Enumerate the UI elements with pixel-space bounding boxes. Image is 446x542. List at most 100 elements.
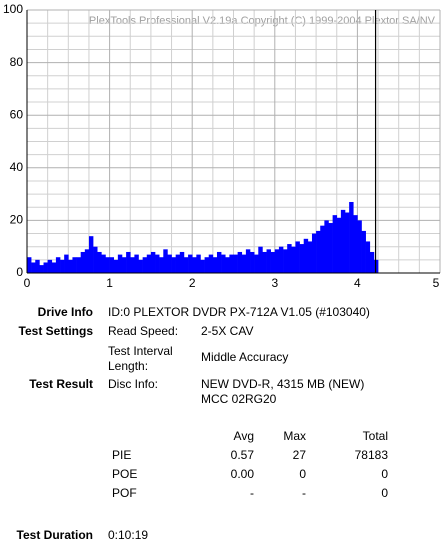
table-cell: 0	[381, 467, 388, 481]
bar	[113, 259, 119, 273]
bar	[274, 249, 280, 273]
table-cell: 0.00	[231, 467, 255, 481]
bar	[134, 254, 139, 273]
value: ID:0 PLEXTOR DVDR PX-712A V1.05 (#103040…	[108, 305, 370, 319]
bar	[163, 249, 168, 273]
bar	[295, 241, 300, 273]
bar	[311, 233, 317, 273]
bar	[126, 251, 131, 273]
bar	[237, 251, 243, 273]
table-cell: 0	[381, 486, 388, 500]
bar	[39, 265, 44, 273]
bar	[175, 254, 181, 273]
bar	[336, 217, 342, 273]
bar	[117, 254, 123, 273]
bar	[221, 254, 226, 273]
table-cell: -	[250, 486, 254, 500]
bar	[225, 257, 230, 273]
chart-title: PlexTools Professional V2.19a Copyright …	[89, 15, 436, 27]
label: Test Interval	[108, 344, 173, 358]
bar	[291, 246, 296, 273]
bar	[332, 215, 338, 273]
value: 0:10:19	[108, 528, 148, 542]
bar	[278, 246, 284, 273]
bar	[192, 257, 197, 273]
table-cell: 0.57	[231, 448, 255, 462]
value: MCC 02RG20	[201, 392, 277, 406]
x-tick-label: 0	[24, 276, 31, 290]
bar	[97, 251, 102, 273]
bar	[55, 257, 61, 273]
bar	[365, 241, 371, 273]
label: Test Result	[29, 377, 93, 391]
row-label: PIE	[112, 448, 131, 462]
label: Disc Info:	[108, 377, 158, 391]
info: Drive Info ID:0 PLEXTOR DVDR PX-712A V1.…	[17, 305, 370, 542]
bar	[68, 259, 73, 273]
bar	[241, 254, 247, 273]
value: 2-5X CAV	[201, 324, 253, 338]
value: Middle Accuracy	[201, 350, 288, 364]
label: Test Settings	[19, 324, 94, 338]
bar	[80, 251, 86, 273]
bar	[150, 251, 156, 273]
bar	[31, 262, 36, 273]
bar	[196, 254, 201, 273]
table-cell: 27	[293, 448, 307, 462]
bar	[216, 251, 222, 273]
bar	[208, 254, 214, 273]
x-tick-label: 4	[354, 276, 361, 290]
x-tick-label: 5	[433, 276, 440, 290]
y-tick-label: 60	[10, 107, 24, 121]
bar	[307, 241, 313, 273]
bar	[167, 254, 172, 273]
table-cell: -	[302, 486, 306, 500]
label: Read Speed:	[108, 324, 178, 338]
bar	[155, 254, 160, 273]
bar	[340, 209, 346, 273]
table-header: Max	[283, 429, 306, 443]
bar	[328, 223, 333, 273]
bar	[35, 259, 40, 273]
table-cell: 0	[299, 467, 306, 481]
bar	[353, 215, 358, 273]
bar	[320, 225, 325, 273]
bar	[64, 254, 69, 273]
bar	[188, 254, 193, 273]
bar	[138, 259, 143, 273]
bar	[250, 251, 255, 273]
bar	[270, 251, 276, 273]
bar	[88, 236, 94, 273]
row-label: POE	[112, 467, 137, 481]
bar	[316, 230, 321, 273]
bar	[357, 220, 362, 273]
label: Length:	[108, 359, 148, 373]
table-cell: 78183	[355, 448, 389, 462]
table-header: Total	[363, 429, 388, 443]
bar	[283, 249, 288, 273]
bar	[159, 257, 164, 273]
bar	[299, 244, 305, 273]
bar	[369, 251, 375, 273]
bar	[84, 249, 90, 273]
bar	[179, 251, 185, 273]
bar	[204, 257, 210, 273]
y-tick-label: 20	[10, 213, 24, 227]
bar	[254, 254, 259, 273]
x-tick-label: 1	[106, 276, 113, 290]
bar	[361, 230, 366, 273]
bar	[105, 257, 110, 273]
bar	[43, 262, 48, 273]
bar	[93, 246, 98, 273]
bar	[109, 257, 115, 273]
bar	[101, 254, 106, 273]
table-header: Avg	[234, 429, 254, 443]
bar	[212, 257, 218, 273]
bar	[324, 220, 329, 273]
y-tick-label: 40	[10, 160, 24, 174]
bar	[233, 254, 238, 273]
bar	[60, 259, 65, 273]
bar	[72, 257, 77, 273]
